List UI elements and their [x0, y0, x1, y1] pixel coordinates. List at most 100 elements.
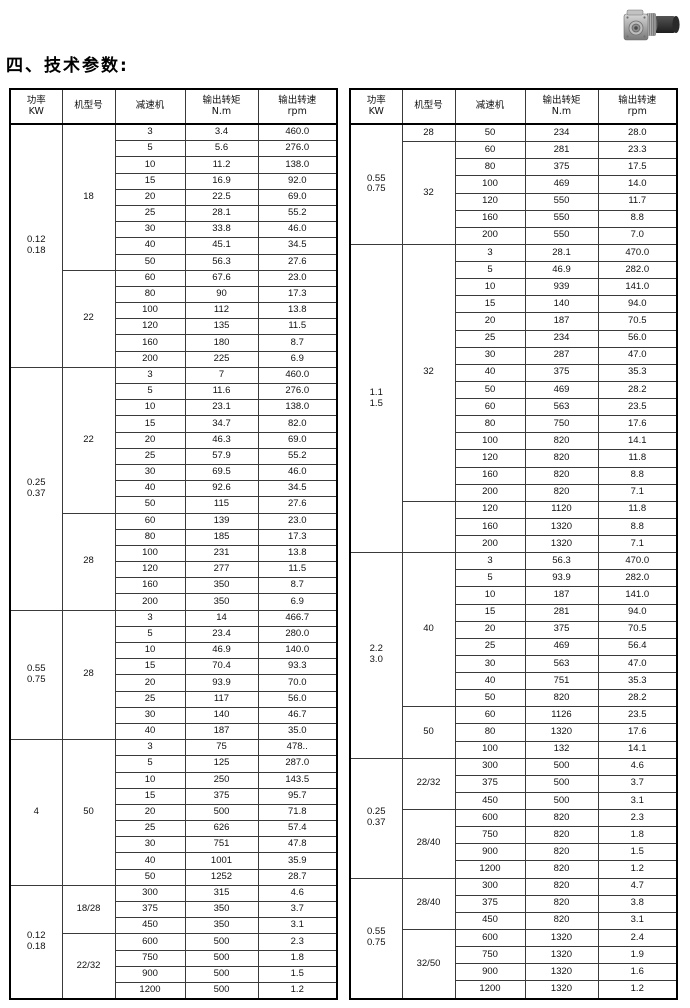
power-cell: 1.1 1.5	[349, 243, 403, 554]
torque-cell: 250	[184, 771, 259, 789]
power-header-line1: 功率	[26, 94, 46, 106]
table-row: 0.12 0.18 18/28 300 315 4.6	[9, 884, 338, 1000]
ratio-cell: 200	[454, 535, 526, 554]
ratio-cell: 30	[114, 463, 186, 482]
torque-cell: 93.9	[524, 569, 599, 588]
torque-cell: 1320	[524, 980, 599, 1000]
torque-header-line2: N.m	[211, 105, 232, 117]
ratio-cell: 60	[114, 269, 186, 287]
table-row: 28 60 139 23.0	[10, 512, 338, 611]
table-header: 功率 KW 机型号 减速机 输出转矩 N.m 输出转速 rpm	[349, 88, 678, 125]
power-value-line: 0.37	[27, 487, 46, 499]
model-cell	[401, 500, 456, 554]
ratio-cell: 80	[114, 528, 186, 546]
ratio-cell: 50	[114, 496, 186, 514]
ratio-cell: 3	[114, 739, 186, 757]
rpm-cell: 47.8	[257, 836, 338, 854]
table-row: 50 60 1126 23.5	[350, 706, 678, 759]
ratio-cell: 10	[114, 771, 186, 789]
torque-cell: 187	[184, 722, 259, 741]
ratio-cell: 200	[114, 593, 186, 611]
table-row: 750 500 1.8	[10, 949, 338, 967]
power-value-line: 0.18	[27, 244, 46, 256]
torque-cell: 46.9	[524, 261, 599, 280]
ratio-cell: 120	[114, 561, 186, 579]
ratio-cell: 375	[454, 774, 526, 793]
rpm-cell: 70.5	[597, 312, 678, 331]
rpm-cell: 1.8	[597, 826, 678, 845]
rpm-cell: 6.9	[257, 350, 338, 368]
ratio-cell: 100	[454, 432, 526, 451]
rpm-cell: 28.2	[597, 689, 678, 708]
rpm-cell: 47.0	[597, 346, 678, 365]
column-header-torque: 输出转矩 N.m	[524, 88, 599, 125]
rpm-cell: 7.0	[597, 226, 678, 245]
table-row: 1200 1320 1.2	[350, 980, 678, 1000]
torque-cell: 28.1	[524, 243, 599, 263]
rpm-cell: 460.0	[257, 123, 338, 142]
rpm-cell: 69.0	[257, 188, 338, 206]
ratio-cell: 200	[454, 483, 526, 502]
ratio-cell: 750	[114, 949, 186, 967]
ratio-cell: 1200	[114, 981, 186, 1000]
power-value-line: 0.75	[367, 183, 386, 195]
rpm-cell: 17.3	[257, 528, 338, 546]
ratio-cell: 40	[114, 480, 186, 498]
rpm-cell: 23.0	[257, 512, 338, 530]
torque-cell: 112	[184, 302, 259, 320]
rpm-cell: 11.8	[597, 449, 678, 468]
table-row: 0.55 0.75 28 50 234 28.0	[349, 123, 678, 245]
rpm-cell: 14.1	[597, 432, 678, 451]
ratio-cell: 40	[114, 852, 186, 870]
table-row: 25 57.9 55.2	[10, 447, 338, 465]
ratio-cell: 20	[114, 674, 186, 692]
torque-cell: 187	[524, 312, 599, 331]
rpm-cell: 276.0	[257, 140, 338, 158]
rpm-cell: 94.0	[597, 295, 678, 314]
rpm-cell: 46.0	[257, 463, 338, 482]
torque-cell: 563	[524, 654, 599, 674]
ratio-cell: 300	[454, 757, 526, 776]
torque-cell: 820	[524, 466, 599, 485]
torque-cell: 125	[184, 755, 259, 773]
table-row: 100 820 14.1	[350, 432, 678, 451]
ratio-cell: 10	[114, 399, 186, 417]
rpm-cell: 1.6	[597, 963, 678, 982]
table-row: 100 112 13.8	[10, 302, 338, 320]
model-cell: 40	[401, 552, 456, 708]
torque-header-line2: N.m	[551, 105, 572, 117]
ratio-header-line1: 减速机	[135, 100, 165, 112]
table-header: 功率 KW 机型号 减速机 输出转矩 N.m 输出转速 rpm	[9, 88, 338, 125]
torque-cell: 1320	[524, 517, 599, 537]
torque-cell: 287	[524, 346, 599, 365]
torque-cell: 93.9	[184, 674, 259, 692]
rpm-cell: 276.0	[257, 382, 338, 401]
rpm-cell: 470.0	[597, 243, 678, 263]
torque-cell: 5.6	[184, 140, 259, 158]
table-row: 1200 500 1.2	[10, 981, 338, 1000]
torque-cell: 350	[184, 593, 259, 611]
ratio-cell: 15	[114, 787, 186, 805]
torque-cell: 500	[184, 803, 259, 822]
ratio-cell: 60	[454, 706, 526, 725]
torque-cell: 225	[184, 350, 259, 368]
ratio-cell: 25	[114, 447, 186, 465]
table-row: 80 185 17.3	[10, 528, 338, 546]
ratio-cell: 120	[454, 449, 526, 468]
rpm-cell: 17.3	[257, 285, 338, 304]
table-row: 200 1320 7.1	[350, 535, 678, 554]
rpm-cell: 27.6	[257, 253, 338, 271]
ratio-cell: 600	[454, 928, 526, 948]
table-row: 20 22.5 69.0	[10, 188, 338, 206]
ratio-cell: 450	[454, 791, 526, 811]
torque-cell: 11.2	[184, 156, 259, 174]
rpm-cell: 1.2	[597, 860, 678, 879]
rpm-cell: 35.3	[597, 672, 678, 691]
model-cell: 28	[401, 123, 456, 143]
rpm-cell: 46.7	[257, 706, 338, 724]
torque-cell: 500	[184, 949, 259, 967]
table-row: 100 469 14.0	[350, 175, 678, 194]
ratio-header-line1: 减速机	[475, 100, 505, 112]
ratio-cell: 50	[454, 123, 526, 143]
ratio-cell: 300	[114, 884, 186, 903]
